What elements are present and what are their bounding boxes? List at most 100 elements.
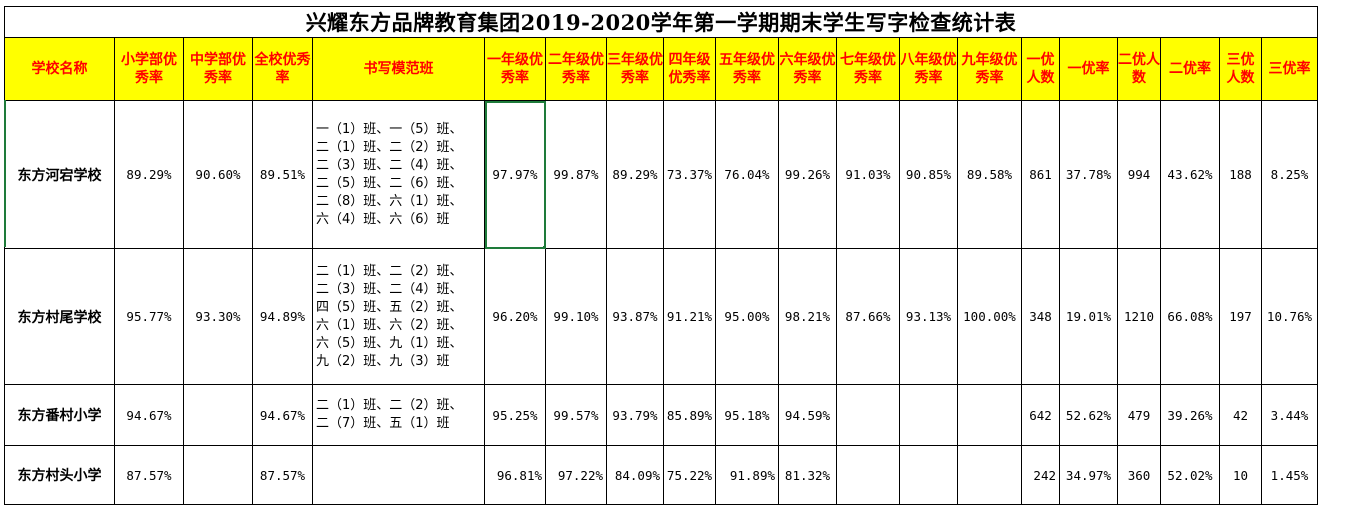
data-cell[interactable] (957, 384, 1022, 446)
header-cell[interactable]: 一优率 (1059, 37, 1118, 101)
data-cell[interactable] (899, 445, 958, 505)
data-cell[interactable]: 93.13% (899, 248, 958, 385)
data-cell[interactable]: 91.21% (663, 248, 716, 385)
fill-handle[interactable] (543, 246, 545, 248)
school-name-cell[interactable]: 东方河宕学校 (4, 100, 115, 249)
header-cell[interactable]: 七年级优秀率 (836, 37, 900, 101)
data-cell[interactable]: 75.22% (663, 445, 716, 505)
selected-cell[interactable]: 97.97% (484, 100, 546, 249)
data-cell[interactable]: 89.58% (957, 100, 1022, 249)
data-cell[interactable]: 94.67% (252, 384, 313, 446)
data-cell[interactable]: 642 (1021, 384, 1060, 446)
header-cell[interactable]: 二优人数 (1117, 37, 1161, 101)
data-cell[interactable]: 93.30% (183, 248, 253, 385)
data-cell[interactable] (183, 384, 253, 446)
header-cell[interactable]: 六年级优秀率 (778, 37, 837, 101)
data-cell[interactable]: 98.21% (778, 248, 837, 385)
data-cell[interactable]: 95.25% (484, 384, 546, 446)
data-cell[interactable] (899, 384, 958, 446)
header-cell[interactable]: 二年级优秀率 (545, 37, 607, 101)
data-cell[interactable] (836, 384, 900, 446)
data-cell[interactable]: 99.10% (545, 248, 607, 385)
header-cell[interactable]: 二优率 (1160, 37, 1220, 101)
data-cell[interactable]: 99.87% (545, 100, 607, 249)
data-cell[interactable]: 52.02% (1160, 445, 1220, 505)
data-cell[interactable]: 76.04% (715, 100, 779, 249)
data-cell[interactable]: 90.85% (899, 100, 958, 249)
data-cell[interactable]: 861 (1021, 100, 1060, 249)
data-cell[interactable]: 348 (1021, 248, 1060, 385)
school-name-cell[interactable]: 东方番村小学 (4, 384, 115, 446)
data-cell[interactable]: 97.22% (545, 445, 607, 505)
data-cell[interactable]: 87.57% (252, 445, 313, 505)
data-cell[interactable]: 93.87% (606, 248, 664, 385)
data-cell[interactable]: 91.03% (836, 100, 900, 249)
data-cell[interactable]: 1210 (1117, 248, 1161, 385)
data-cell[interactable]: 479 (1117, 384, 1161, 446)
data-cell[interactable]: 8.25% (1261, 100, 1318, 249)
data-cell[interactable]: 42 (1219, 384, 1262, 446)
data-cell[interactable]: 10.76% (1261, 248, 1318, 385)
header-cell[interactable]: 一优人数 (1021, 37, 1060, 101)
data-cell[interactable]: 39.26% (1160, 384, 1220, 446)
data-cell[interactable]: 95.00% (715, 248, 779, 385)
data-cell[interactable]: 99.26% (778, 100, 837, 249)
data-cell[interactable]: 89.51% (252, 100, 313, 249)
model-classes-cell[interactable]: 二（1）班、二（2）班、 二（3）班、二（4）班、 四（5）班、五（2）班、 六… (312, 248, 485, 385)
data-cell[interactable]: 94.59% (778, 384, 837, 446)
data-cell[interactable]: 66.08% (1160, 248, 1220, 385)
data-cell[interactable]: 91.89% (715, 445, 779, 505)
school-name-cell[interactable]: 东方村尾学校 (4, 248, 115, 385)
data-cell[interactable]: 19.01% (1059, 248, 1118, 385)
data-cell[interactable]: 197 (1219, 248, 1262, 385)
data-cell[interactable]: 95.18% (715, 384, 779, 446)
data-cell[interactable] (836, 445, 900, 505)
data-cell[interactable]: 90.60% (183, 100, 253, 249)
data-cell[interactable]: 34.97% (1059, 445, 1118, 505)
data-cell[interactable]: 87.57% (114, 445, 184, 505)
data-cell[interactable]: 89.29% (114, 100, 184, 249)
header-cell[interactable]: 三年级优秀率 (606, 37, 664, 101)
data-cell[interactable]: 360 (1117, 445, 1161, 505)
data-cell[interactable]: 188 (1219, 100, 1262, 249)
header-cell[interactable]: 五年级优秀率 (715, 37, 779, 101)
data-cell[interactable]: 100.00% (957, 248, 1022, 385)
data-cell[interactable]: 99.57% (545, 384, 607, 446)
model-classes-cell[interactable]: 一（1）班、一（5）班、 二（1）班、二（2）班、 二（3）班、二（4）班、 二… (312, 100, 485, 249)
header-cell[interactable]: 全校优秀率 (252, 37, 313, 101)
data-cell[interactable]: 242 (1021, 445, 1060, 505)
header-cell[interactable]: 三优人数 (1219, 37, 1262, 101)
header-cell[interactable]: 小学部优秀率 (114, 37, 184, 101)
data-cell[interactable]: 84.09% (606, 445, 664, 505)
model-classes-cell[interactable]: 二（1）班、二（2）班、 二（7）班、五（1）班 (312, 384, 485, 446)
data-cell[interactable]: 81.32% (778, 445, 837, 505)
data-cell[interactable]: 3.44% (1261, 384, 1318, 446)
data-cell[interactable]: 93.79% (606, 384, 664, 446)
data-cell[interactable]: 73.37% (663, 100, 716, 249)
data-cell[interactable]: 87.66% (836, 248, 900, 385)
data-cell[interactable]: 96.81% (484, 445, 546, 505)
data-cell[interactable]: 94.89% (252, 248, 313, 385)
header-cell[interactable]: 学校名称 (4, 37, 115, 101)
data-cell[interactable]: 89.29% (606, 100, 664, 249)
data-cell[interactable]: 94.67% (114, 384, 184, 446)
data-cell[interactable]: 95.77% (114, 248, 184, 385)
header-cell[interactable]: 四年级优秀率 (663, 37, 716, 101)
header-cell[interactable]: 九年级优秀率 (957, 37, 1022, 101)
data-cell[interactable]: 994 (1117, 100, 1161, 249)
data-cell[interactable]: 96.20% (484, 248, 546, 385)
data-cell[interactable]: 1.45% (1261, 445, 1318, 505)
header-cell[interactable]: 书写模范班 (312, 37, 485, 101)
data-cell[interactable]: 43.62% (1160, 100, 1220, 249)
data-cell[interactable]: 85.89% (663, 384, 716, 446)
header-cell[interactable]: 中学部优秀率 (183, 37, 253, 101)
header-cell[interactable]: 八年级优秀率 (899, 37, 958, 101)
school-name-cell[interactable]: 东方村头小学 (4, 445, 115, 505)
header-cell[interactable]: 一年级优秀率 (484, 37, 546, 101)
data-cell[interactable]: 37.78% (1059, 100, 1118, 249)
model-classes-cell[interactable] (312, 445, 485, 505)
header-cell[interactable]: 三优率 (1261, 37, 1318, 101)
data-cell[interactable]: 52.62% (1059, 384, 1118, 446)
data-cell[interactable] (183, 445, 253, 505)
data-cell[interactable] (957, 445, 1022, 505)
